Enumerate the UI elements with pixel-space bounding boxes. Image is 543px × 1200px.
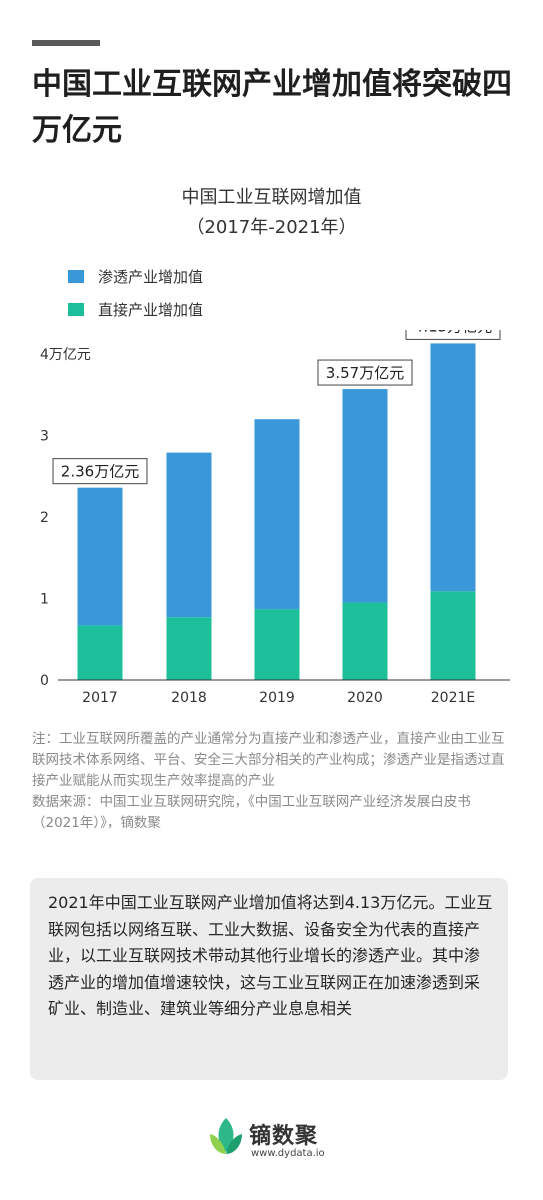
bar-2017-series-0 [77, 625, 123, 680]
note-source: 数据来源：中国工业互联网研究院，《中国工业互联网产业经济发展白皮书 （2021年… [32, 794, 471, 831]
x-tick-label: 2017 [82, 690, 118, 706]
legend-swatch-direct [68, 302, 84, 316]
bar-2019-series-1 [254, 419, 300, 610]
dydata-logo-icon [210, 1118, 242, 1154]
bar-2018-series-0 [166, 617, 212, 680]
x-tick-label: 2018 [171, 690, 207, 706]
chart-title: 中国工业互联网增加值 [181, 187, 362, 208]
bar-2020-series-0 [342, 602, 388, 680]
note-definition: 注：工业互联网所覆盖的产业通常分为直接产业和渗透产业，直接产业由工业互联网技术体… [32, 731, 505, 789]
annotation-box [405, 330, 501, 340]
x-tick-label: 2019 [259, 690, 295, 706]
x-tick-label: 2021E [431, 690, 475, 706]
y-tick-label: 4万亿元 [40, 347, 91, 363]
annotation-box [52, 458, 148, 485]
chart-note: 注：工业互联网所覆盖的产业通常分为直接产业和渗透产业，直接产业由工业互联网技术体… [32, 729, 514, 834]
legend-item-direct: 直接产业增加值 [68, 299, 203, 319]
annotation-box [317, 359, 413, 386]
annotation-label: 2.36万亿元 [61, 463, 139, 481]
bar-2017-series-1 [77, 487, 123, 626]
chart-subtitle: （2017年-2021年） [186, 217, 357, 238]
legend-label-penetration: 渗透产业增加值 [98, 267, 204, 286]
y-tick-label: 1 [40, 592, 49, 608]
legend-item-penetration: 渗透产业增加值 [68, 266, 203, 286]
summary-box: 2021年中国工业互联网产业增加值将达到4.13万亿元。工业互联网包括以网络互联… [30, 878, 508, 1080]
x-tick-label: 2020 [347, 690, 383, 706]
bar-2021E-series-1 [430, 343, 476, 592]
bar-2021E-series-0 [430, 591, 476, 680]
legend-swatch-penetration [68, 269, 84, 283]
page-title: 中国工业互联网产业增加值将突破四万亿元 [32, 67, 512, 148]
brand-url: www.dydata.io [251, 1148, 325, 1159]
summary-text: 2021年中国工业互联网产业增加值将达到4.13万亿元。工业互联网包括以网络互联… [48, 893, 493, 1018]
bar-2018-series-1 [166, 452, 212, 618]
y-tick-label: 2 [40, 510, 49, 526]
legend-label-direct: 直接产业增加值 [98, 300, 204, 319]
bar-chart: 0 1 2 3 4万亿元 2017 2018 2019 2020 2021E 2.36万亿元 3.57… [40, 330, 510, 706]
bar-2019-series-0 [254, 609, 300, 680]
annotation-label: 4.13万亿元 [414, 330, 492, 335]
y-tick-label: 3 [40, 429, 49, 445]
y-tick-label: 0 [40, 673, 49, 689]
annotation-label: 3.57万亿元 [326, 364, 404, 382]
top-rule [32, 40, 100, 46]
bar-2020-series-1 [342, 389, 388, 603]
brand-name: 镝数聚 [249, 1124, 319, 1149]
